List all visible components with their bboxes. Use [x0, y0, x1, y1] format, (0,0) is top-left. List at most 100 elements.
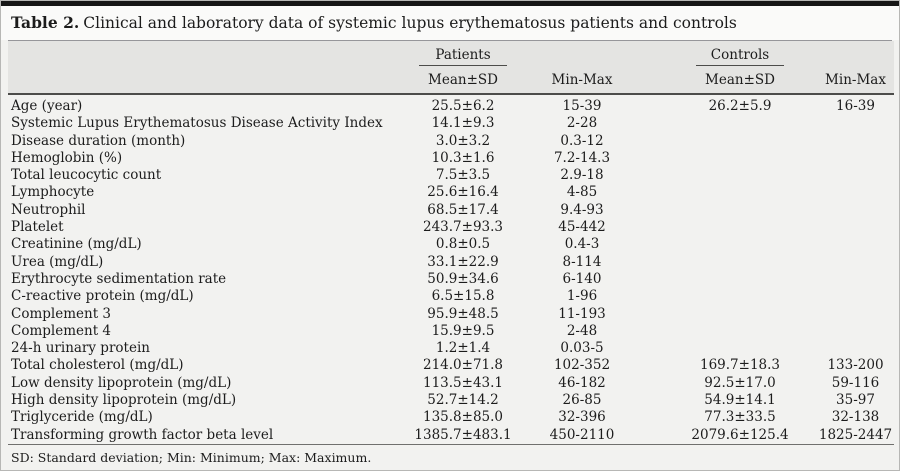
table-row: Neutrophil 68.5±17.4 9.4-93 — [8, 202, 894, 219]
footnote: SD: Standard deviation; Min: Minimum; Ma… — [8, 443, 894, 470]
spacer-cell — [641, 133, 677, 150]
table-row: Low density lipoprotein (mg/dL) 113.5±43… — [8, 375, 894, 392]
empty-header-cell — [803, 41, 894, 66]
patients-meansd-header: Mean±SD — [403, 66, 523, 95]
spacer-cell — [641, 392, 677, 409]
row-label: Urea (mg/dL) — [11, 253, 104, 270]
controls-mean-sd-value — [677, 150, 803, 167]
row-label: 24-h urinary protein — [11, 340, 150, 357]
controls-mean-sd-value — [677, 288, 803, 305]
controls-mean-sd-value — [677, 323, 803, 340]
controls-mean-sd-value — [677, 271, 803, 288]
table-row: Triglyceride (mg/dL) 135.8±85.0 32-396 7… — [8, 409, 894, 426]
row-label: Platelet — [11, 219, 64, 236]
row-label: Complement 3 — [11, 305, 111, 322]
spacer-cell — [641, 219, 677, 236]
table-row: Total cholesterol (mg/dL) 214.0±71.8 102… — [8, 357, 894, 374]
patients-min-max-value: 0.3-12 — [560, 132, 604, 149]
patients-min-max-value: 2-28 — [566, 115, 598, 132]
controls-mean-sd-value — [677, 115, 803, 132]
controls-min-max-value — [803, 271, 894, 288]
row-label: Lymphocyte — [11, 184, 95, 201]
controls-minmax-header: Min-Max — [803, 66, 894, 95]
patients-min-max-value: 11-193 — [558, 305, 606, 322]
patients-mean-sd-value: 3.0±3.2 — [435, 132, 491, 149]
patients-mean-sd-value: 25.5±6.2 — [431, 98, 495, 114]
table-caption: Clinical and laboratory data of systemic… — [83, 14, 737, 32]
patients-min-max-value: 0.4-3 — [564, 236, 600, 253]
title-divider — [8, 40, 892, 41]
row-label: Hemoglobin (%) — [11, 149, 123, 166]
row-label: Complement 4 — [11, 322, 111, 339]
controls-min-max-value: 16-39 — [836, 98, 875, 114]
table-title: Table 2. Clinical and laboratory data of … — [1, 6, 899, 40]
row-label: Transforming growth factor beta level — [11, 426, 274, 443]
spacer-cell — [641, 150, 677, 167]
patients-mean-sd-value: 50.9±34.6 — [427, 270, 499, 287]
controls-min-max-value — [803, 202, 894, 219]
patients-mean-sd-value: 95.9±48.5 — [427, 305, 499, 322]
row-label: Low density lipoprotein (mg/dL) — [11, 374, 232, 391]
table-row: Total leucocytic count 7.5±3.5 2.9-18 — [8, 167, 894, 184]
spacer-cell — [641, 340, 677, 357]
spacer-cell — [641, 409, 677, 426]
empty-header-cell — [523, 41, 641, 66]
patients-min-max-value: 32-396 — [558, 409, 606, 426]
patients-mean-sd-value: 1.2±1.4 — [435, 340, 491, 357]
patients-group-header: Patients — [419, 47, 507, 66]
controls-mean-sd-value: 77.3±33.5 — [704, 409, 776, 426]
spacer-cell — [641, 167, 677, 184]
table-row: Disease duration (month) 3.0±3.2 0.3-12 — [8, 133, 894, 150]
table-footer: SD: Standard deviation; Min: Minimum; Ma… — [8, 443, 894, 470]
controls-mean-sd-value: 26.2±5.9 — [708, 98, 772, 114]
controls-min-max-value: 133-200 — [827, 357, 884, 374]
patients-min-max-value: 15-39 — [562, 98, 602, 114]
patients-min-max-value: 45-442 — [558, 219, 606, 236]
table-row: Erythrocyte sedimentation rate 50.9±34.6… — [8, 271, 894, 288]
patients-min-max-value: 2-48 — [566, 322, 598, 339]
patients-min-max-value: 2.9-18 — [560, 167, 604, 184]
controls-min-max-value — [803, 167, 894, 184]
row-label: Neutrophil — [11, 201, 86, 218]
patients-mean-sd-value: 33.1±22.9 — [427, 253, 499, 270]
patients-mean-sd-value: 25.6±16.4 — [427, 184, 499, 201]
empty-header-cell — [8, 41, 403, 66]
spacer-cell — [641, 375, 677, 392]
controls-mean-sd-value: 92.5±17.0 — [704, 374, 776, 391]
patients-min-max-value: 102-352 — [553, 357, 611, 374]
controls-min-max-value — [803, 150, 894, 167]
row-label: Age (year) — [11, 98, 83, 114]
table-row: High density lipoprotein (mg/dL) 52.7±14… — [8, 392, 894, 409]
controls-group-header: Controls — [696, 47, 784, 66]
table-row: Complement 4 15.9±9.5 2-48 — [8, 323, 894, 340]
footnote-row: SD: Standard deviation; Min: Minimum; Ma… — [8, 443, 894, 470]
controls-min-max-value — [803, 219, 894, 236]
table-row: Urea (mg/dL) 33.1±22.9 8-114 — [8, 254, 894, 271]
patients-mean-sd-value: 14.1±9.3 — [431, 115, 495, 132]
controls-mean-sd-value: 2079.6±125.4 — [691, 426, 789, 443]
row-label: C-reactive protein (mg/dL) — [11, 288, 194, 305]
patients-mean-sd-value: 135.8±85.0 — [422, 409, 504, 426]
patients-mean-sd-value: 52.7±14.2 — [427, 392, 499, 409]
data-table: Patients Controls Mean±SD Min-Max Mean±S… — [8, 41, 894, 470]
controls-min-max-value: 35-97 — [836, 392, 875, 409]
patients-min-max-value: 0.03-5 — [560, 340, 604, 357]
controls-min-max-value: 1825-2447 — [818, 426, 893, 443]
controls-mean-sd-value — [677, 236, 803, 253]
spacer-cell — [641, 288, 677, 305]
table-row: 24-h urinary protein 1.2±1.4 0.03-5 — [8, 340, 894, 357]
controls-min-max-value — [803, 288, 894, 305]
patients-min-max-value: 46-182 — [558, 374, 606, 391]
patients-min-max-value: 7.2-14.3 — [553, 149, 611, 166]
spacer-cell — [641, 94, 677, 115]
patients-mean-sd-value: 68.5±17.4 — [427, 201, 499, 218]
row-label: Disease duration (month) — [11, 132, 186, 149]
controls-mean-sd-value — [677, 184, 803, 201]
row-label: Erythrocyte sedimentation rate — [11, 270, 227, 287]
patients-min-max-value: 6-140 — [562, 270, 602, 287]
controls-mean-sd-value — [677, 219, 803, 236]
spacer-cell — [641, 41, 677, 66]
controls-mean-sd-value — [677, 306, 803, 323]
patients-min-max-value: 450-2110 — [549, 426, 615, 443]
table-row: C-reactive protein (mg/dL) 6.5±15.8 1-96 — [8, 288, 894, 305]
